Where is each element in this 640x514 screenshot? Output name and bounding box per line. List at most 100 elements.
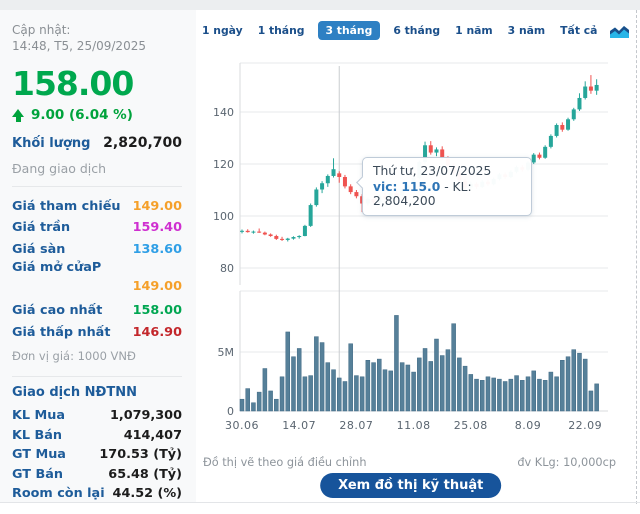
- price-change: 9.00 (6.04 %): [31, 107, 133, 124]
- price-row: Giá cao nhất 158.00: [12, 300, 182, 322]
- volume-bar: [548, 371, 554, 412]
- tab-1-tháng[interactable]: 1 tháng: [257, 23, 305, 37]
- current-price: 158.00: [12, 64, 134, 104]
- volume-bar: [479, 380, 485, 412]
- x-tick-label: 8.09: [515, 419, 542, 432]
- candle-body: [297, 236, 302, 238]
- volume-bar: [239, 398, 245, 412]
- volume-bar: [308, 375, 313, 412]
- candle-body: [325, 175, 330, 184]
- volume-bar: [314, 336, 319, 412]
- adjusted-price-note: Đồ thị vẽ theo giá điều chỉnh: [203, 456, 367, 469]
- foreign-row: GT Bán 65.48 (Tỷ): [12, 464, 182, 484]
- tooltip-price: 115.0: [401, 180, 441, 194]
- divider: [12, 186, 182, 188]
- top-strip: [0, 0, 640, 10]
- candle-body: [543, 146, 548, 158]
- tooltip-volume: - KL: 2,804,200: [373, 180, 472, 208]
- candle-body: [354, 192, 359, 197]
- x-tick-label: 30.06: [225, 419, 259, 432]
- last-updated: Cập nhật: 14:48, T5, 25/09/2025: [12, 22, 182, 54]
- tooltip-values: vic: 115.0 - KL: 2,804,200: [373, 180, 521, 208]
- volume-bar: [497, 378, 502, 412]
- volume-bar: [577, 352, 582, 412]
- foreign-row: Room còn lại 44.52 (%): [12, 484, 182, 504]
- candle-body: [423, 145, 428, 162]
- tab-1-năm[interactable]: 1 năm: [455, 23, 493, 37]
- candle-body: [348, 186, 353, 193]
- candle-body: [274, 236, 279, 239]
- volume-bar: [365, 360, 371, 412]
- volume-label: Khối lượng: [12, 136, 91, 152]
- price-row-value: 159.40: [132, 220, 182, 236]
- volume-bar: [279, 376, 285, 412]
- volume-bar: [434, 338, 439, 412]
- price-row-label: Giá cao nhất: [12, 303, 103, 319]
- price-row: Giá tham chiếu 149.00: [12, 195, 182, 217]
- candle-body: [308, 205, 313, 226]
- volume-bar: [325, 362, 331, 412]
- price-volume-chart[interactable]: 140 120 100 80 5M 030.06 14.07 28.07 11.08 25.08 8…: [196, 60, 636, 452]
- price-row-value: 158.00: [132, 303, 182, 319]
- volume-bar: [439, 355, 445, 412]
- volume-bar: [514, 375, 519, 412]
- volume-bar: [256, 391, 262, 412]
- chart-tooltip: Thứ tư, 23/07/2025 vic: 115.0 - KL: 2,80…: [355, 157, 532, 216]
- page-right-edge: [636, 10, 637, 504]
- volume-bar: [302, 376, 308, 412]
- price-change-row: 9.00 (6.04 %): [12, 107, 182, 123]
- view-technical-chart-button[interactable]: Xem đồ thị kỹ thuật: [320, 473, 502, 498]
- foreign-row-label: GT Mua: [12, 447, 66, 463]
- candle-body: [594, 84, 599, 91]
- volume-bar: [560, 360, 565, 412]
- foreign-row-label: KL Bán: [12, 427, 63, 443]
- volume-bar: [336, 377, 342, 412]
- volume-bar: [377, 358, 382, 412]
- volume-bar: [508, 378, 514, 412]
- area-chart-icon[interactable]: [610, 23, 630, 38]
- price-row-value: 149.00: [132, 278, 182, 294]
- volume-bar: [285, 331, 291, 412]
- price-unit-note: Đơn vị giá: 1000 VNĐ: [12, 348, 136, 363]
- volume-bar: [245, 388, 250, 412]
- volume-bar: [417, 357, 422, 412]
- updated-time: 14:48, T5, 25/09/2025: [12, 39, 146, 54]
- price-row-label: Giá mở cửaP: [12, 259, 102, 275]
- volume-bar: [588, 390, 594, 412]
- volume-bar: [542, 380, 548, 412]
- candle-body: [548, 135, 553, 147]
- grid-lines: 140 120 100 80 5M 0: [213, 62, 608, 418]
- volume-bar: [468, 374, 474, 412]
- period-tabs: 1 ngày 1 tháng 3 tháng 6 tháng 1 năm 3 năm Tất…: [200, 18, 630, 42]
- price-row-label: Giá tham chiếu: [12, 198, 121, 214]
- volume-unit-note: đv KLg: 10,000cp: [517, 456, 616, 469]
- x-tick-label: 22.09: [568, 419, 602, 432]
- tab-3-tháng[interactable]: 3 tháng: [317, 20, 381, 40]
- foreign-row-value: 1,079,300: [109, 408, 182, 424]
- chart-panel: 1 ngày 1 tháng 3 tháng 6 tháng 1 năm 3 năm Tất…: [196, 10, 640, 502]
- candle-body: [251, 231, 256, 233]
- candle-body: [262, 232, 267, 235]
- price-tick-label: 80: [220, 262, 234, 275]
- price-row: Giá thấp nhất 146.90: [12, 321, 182, 343]
- volume-bar: [451, 323, 456, 412]
- tab-Tất-cả[interactable]: Tất cả: [560, 23, 598, 37]
- volume-bar: [445, 349, 451, 412]
- volume-bar: [251, 402, 256, 412]
- volume-bar: [485, 376, 491, 412]
- price-tick-label: 120: [213, 158, 234, 171]
- candle-body: [342, 177, 347, 187]
- volume-tick-label: 0: [227, 405, 234, 418]
- session-status: Đang giao dịch: [12, 161, 107, 177]
- volume-bar: [531, 370, 536, 412]
- volume-bar: [428, 361, 434, 412]
- candle-body: [571, 109, 576, 120]
- tab-6-tháng[interactable]: 6 tháng: [393, 23, 441, 37]
- page-bottom-divider: [0, 502, 640, 503]
- price-row-label: Giá trần: [12, 220, 71, 236]
- tab-3-năm[interactable]: 3 năm: [507, 23, 546, 37]
- tab-1-ngày[interactable]: 1 ngày: [202, 23, 243, 37]
- price-row-value: 138.60: [132, 241, 182, 257]
- up-arrow-icon: [12, 108, 25, 122]
- foreign-row-value: 44.52 (%): [112, 486, 182, 502]
